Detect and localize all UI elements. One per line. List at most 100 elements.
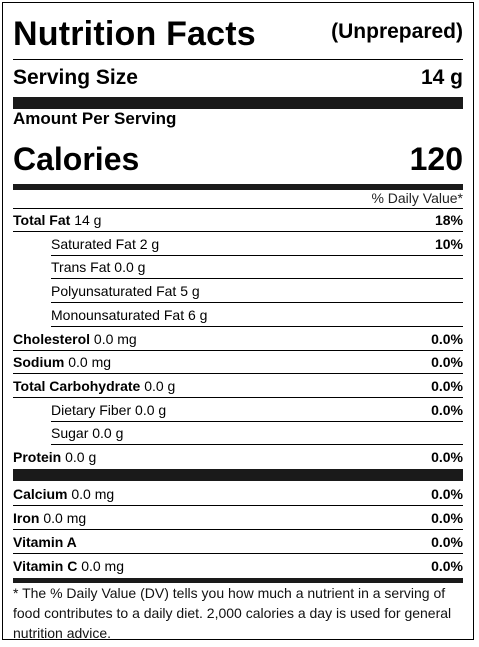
- daily-value-percent: 0.0%: [431, 510, 463, 526]
- nutrient-name: Cholesterol: [13, 330, 91, 347]
- label-subtitle: (Unprepared): [331, 20, 463, 43]
- nutrient-name-group: Cholesterol 0.0 mg: [13, 331, 137, 347]
- nutrient-row: Calcium 0.0 mg 0.0%: [13, 483, 463, 506]
- row-divider: [13, 553, 463, 554]
- nutrient-name-group: Iron 0.0 mg: [13, 510, 86, 526]
- nutrient-row: Iron 0.0 mg 0.0%: [13, 507, 463, 530]
- nutrient-name-group: Polyunsaturated Fat 5 g: [13, 283, 200, 299]
- nutrient-row: Cholesterol 0.0 mg 0.0%: [13, 328, 463, 351]
- nutrition-facts-label: Nutrition Facts (Unprepared) Serving Siz…: [2, 2, 474, 641]
- calories-row: Calories 120: [13, 137, 463, 181]
- daily-value-percent: 0.0%: [431, 377, 463, 394]
- nutrient-name: Dietary Fiber: [51, 401, 132, 418]
- nutrient-amount: 0.0 mg: [68, 354, 112, 371]
- row-divider: [13, 349, 463, 351]
- nutrient-name-group: Saturated Fat 2 g: [13, 236, 159, 252]
- nutrient-row: Trans Fat 0.0 g: [13, 256, 463, 280]
- serving-size-value: 14 g: [420, 66, 463, 89]
- medium-divider: [13, 184, 463, 190]
- nutrient-row: Total Carbohydrate 0.0 g 0.0%: [13, 375, 463, 398]
- title-row: Nutrition Facts (Unprepared): [13, 13, 463, 55]
- nutrient-name: Vitamin C: [13, 558, 78, 574]
- daily-value-percent: 0.0%: [431, 401, 463, 418]
- nutrient-name: Iron: [13, 510, 40, 526]
- daily-value-percent: 0.0%: [431, 486, 463, 502]
- daily-value-percent: 10%: [434, 235, 463, 252]
- nutrient-amount: 0.0 g: [114, 259, 146, 276]
- nutrient-row: Total Fat 14 g 18%: [13, 209, 463, 232]
- nutrient-name-group: Sugar 0.0 g: [13, 425, 123, 441]
- nutrient-name-group: Protein 0.0 g: [13, 449, 96, 465]
- nutrient-amount: 0.0 mg: [81, 558, 125, 574]
- nutrient-row: Sugar 0.0 g: [13, 422, 463, 446]
- nutrient-amount: 0.0 g: [135, 401, 167, 418]
- nutrient-amount: 0.0 g: [65, 449, 97, 465]
- nutrient-name-group: Trans Fat 0.0 g: [13, 259, 145, 275]
- nutrient-row: Vitamin C 0.0 mg 0.0%: [13, 555, 463, 578]
- thick-divider: [13, 469, 463, 481]
- daily-value-percent: 0.0%: [431, 534, 463, 550]
- thick-divider: [13, 97, 463, 109]
- nutrient-name-group: Vitamin A: [13, 534, 77, 550]
- nutrient-amount: 2 g: [139, 235, 160, 252]
- daily-value-percent: 18%: [434, 212, 463, 228]
- nutrient-row: Saturated Fat 2 g 10%: [13, 233, 463, 256]
- row-divider: [51, 444, 463, 446]
- row-divider: [13, 529, 463, 530]
- nutrient-amount: 14 g: [74, 212, 102, 228]
- nutrient-amount: 0.0 mg: [43, 510, 87, 526]
- divider: [13, 59, 463, 60]
- row-divider: [51, 278, 463, 280]
- nutrient-name: Total Carbohydrate: [13, 377, 141, 394]
- row-divider: [51, 325, 463, 327]
- nutrient-name: Total Fat: [13, 212, 71, 228]
- daily-value-percent: 0.0%: [431, 449, 463, 465]
- serving-size-label: Serving Size: [13, 66, 138, 89]
- nutrient-amount: 6 g: [187, 306, 208, 323]
- nutrient-name: Polyunsaturated Fat: [51, 283, 177, 300]
- nutrient-row: Dietary Fiber 0.0 g 0.0%: [13, 399, 463, 422]
- nutrient-name-group: Monounsaturated Fat 6 g: [13, 307, 207, 323]
- nutrient-amount: 0.0 mg: [71, 486, 115, 502]
- daily-value-percent: 0.0%: [431, 330, 463, 347]
- nutrient-row: Protein 0.0 g 0.0%: [13, 446, 463, 469]
- nutrient-name-group: Total Carbohydrate 0.0 g: [13, 378, 175, 394]
- daily-value-percent: 0.0%: [431, 558, 463, 574]
- nutrient-name-group: Dietary Fiber 0.0 g: [13, 402, 166, 418]
- nutrient-name: Sugar: [51, 425, 89, 442]
- divider: [13, 208, 463, 209]
- nutrient-amount: 5 g: [180, 283, 200, 300]
- nutrient-name: Saturated Fat: [51, 235, 136, 252]
- amount-per-serving: Amount Per Serving: [13, 109, 177, 128]
- calories-label: Calories: [13, 141, 140, 177]
- nutrient-name: Trans Fat: [51, 259, 111, 276]
- nutrient-name: Monounsaturated Fat: [51, 306, 185, 323]
- row-divider: [51, 420, 463, 422]
- daily-value-percent: 0.0%: [431, 354, 463, 371]
- nutrient-name: Sodium: [13, 354, 65, 371]
- nutrient-amount: 0.0 mg: [93, 330, 137, 347]
- row-divider: [51, 254, 463, 256]
- serving-size-row: Serving Size 14 g: [13, 63, 463, 93]
- nutrient-row: Monounsaturated Fat 6 g: [13, 304, 463, 327]
- nutrient-amount: 0.0 g: [144, 377, 176, 394]
- row-divider: [13, 396, 463, 398]
- nutrient-name: Vitamin A: [13, 534, 77, 550]
- calories-value: 120: [409, 141, 463, 177]
- nutrient-name: Protein: [13, 449, 62, 465]
- nutrient-name: Calcium: [13, 486, 68, 502]
- daily-value-header: % Daily Value*: [371, 190, 463, 206]
- row-divider: [13, 231, 463, 232]
- nutrient-row: Polyunsaturated Fat 5 g: [13, 280, 463, 304]
- row-divider: [13, 373, 463, 375]
- nutrient-name-group: Vitamin C 0.0 mg: [13, 558, 124, 574]
- label-title: Nutrition Facts: [13, 15, 256, 53]
- nutrient-name-group: Calcium 0.0 mg: [13, 486, 114, 502]
- nutrient-row: Vitamin A 0.0%: [13, 531, 463, 554]
- nutrient-name-group: Sodium 0.0 mg: [13, 354, 111, 370]
- medium-divider: [13, 578, 463, 583]
- nutrient-row: Sodium 0.0 mg 0.0%: [13, 351, 463, 375]
- nutrient-amount: 0.0 g: [92, 425, 124, 442]
- row-divider: [13, 505, 463, 506]
- footnote: * The % Daily Value (DV) tells you how m…: [13, 585, 452, 641]
